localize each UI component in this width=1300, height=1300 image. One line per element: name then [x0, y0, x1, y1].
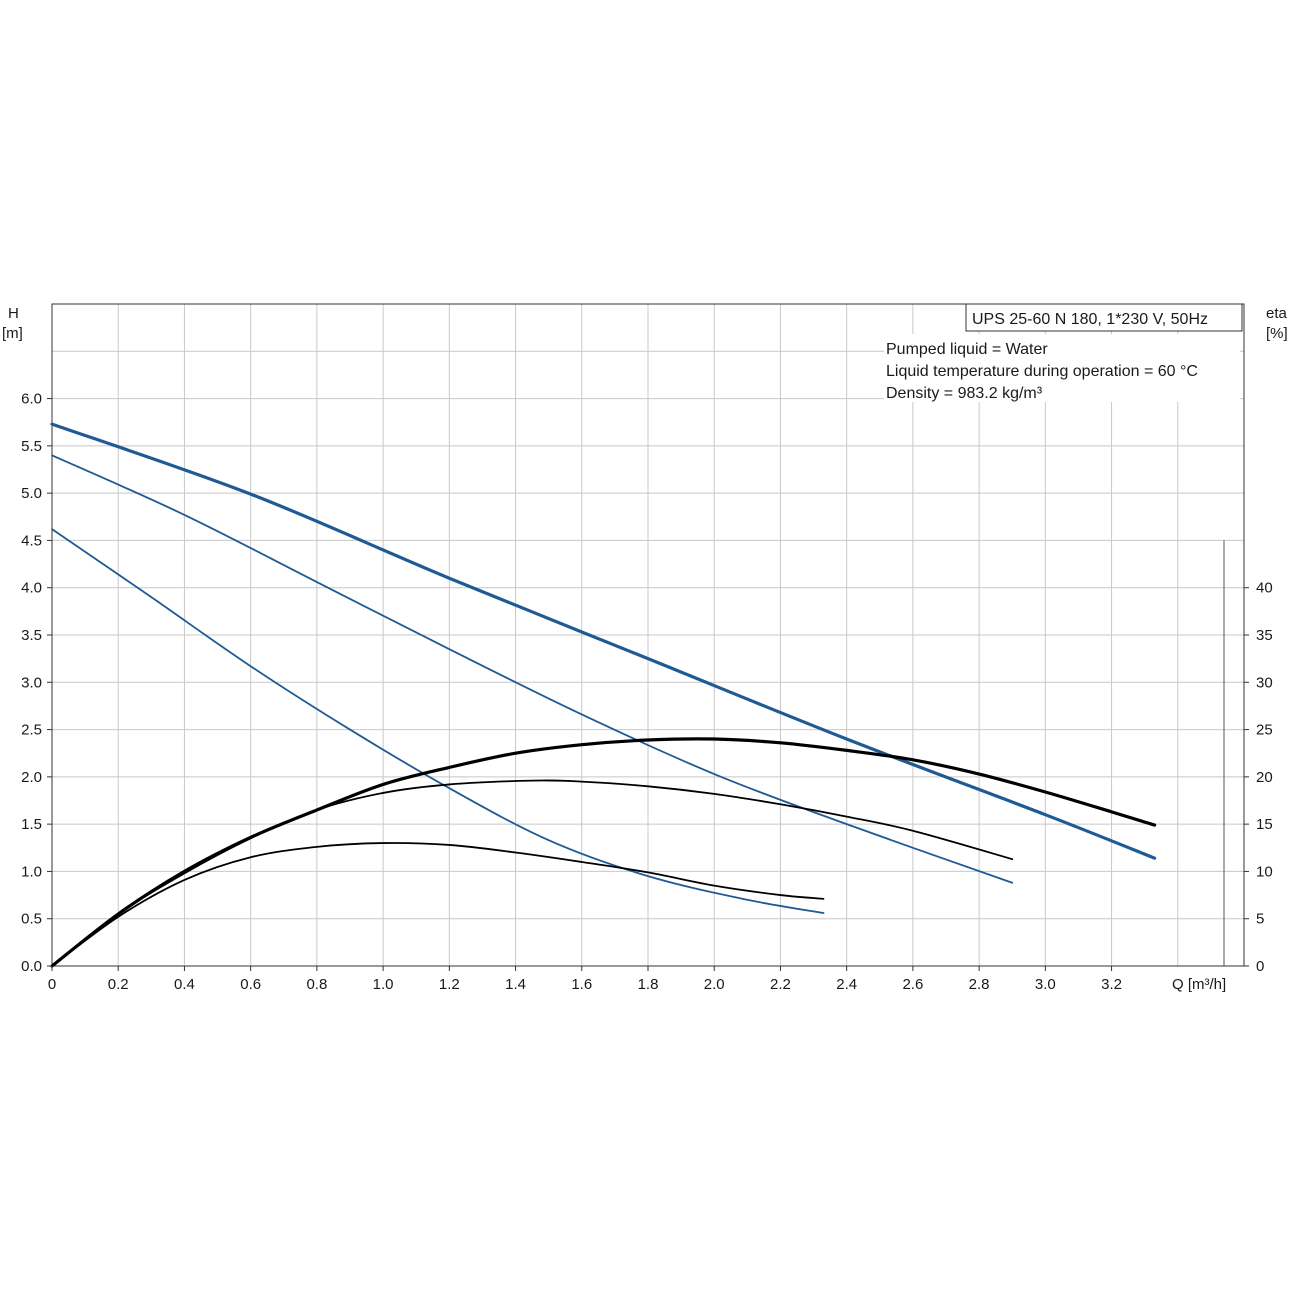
- y-left-tick-label: 5.5: [21, 438, 42, 455]
- tick-labels: 0 0.2 0.4 0.6 0.8 1.0 1.2 1.4 1.6 1.8 2.0 2.2 2.4 2.6…: [21, 391, 1273, 993]
- y-right-axis-title-line1: eta: [1266, 305, 1288, 322]
- x-tick-label: 1.4: [505, 976, 526, 993]
- x-tick-label: 0.4: [174, 976, 195, 993]
- y-left-tick-label: 2.5: [21, 722, 42, 739]
- x-tick-label: 0.6: [240, 976, 261, 993]
- y-left-tick-label: 4.5: [21, 532, 42, 549]
- annotation-density: Density = 983.2 kg/m³: [886, 385, 1043, 402]
- y-left-tick-label: 2.0: [21, 769, 42, 786]
- y-right-tick-label: 15: [1256, 816, 1273, 833]
- y-right-tick-label: 40: [1256, 580, 1273, 597]
- y-left-tick-label: 1.0: [21, 863, 42, 880]
- x-tick-label: 1.0: [373, 976, 394, 993]
- title-box: [965, 303, 1243, 332]
- y-right-tick-label: 0: [1256, 958, 1264, 975]
- y-left-tick-label: 0.5: [21, 911, 42, 928]
- y-left-tick-label: 1.5: [21, 816, 42, 833]
- efficiency-curve-5: [51, 779, 1014, 967]
- y-right-tick-label: 20: [1256, 769, 1273, 786]
- head-curve-1: [50, 422, 1157, 860]
- y-left-tick-label: 4.0: [21, 580, 42, 597]
- y-right-tick-label: 25: [1256, 722, 1273, 739]
- x-axis-title: Q [m³/h]: [1172, 976, 1226, 993]
- x-tick-label: 2.2: [770, 976, 791, 993]
- y-left-axis-title-line1: H: [8, 305, 19, 322]
- y-right-tick-label: 5: [1256, 911, 1264, 928]
- annotation-pumped-liquid: Pumped liquid = Water: [886, 341, 1048, 358]
- x-tick-label: 0.8: [306, 976, 327, 993]
- y-left-tick-label: 3.5: [21, 627, 42, 644]
- x-tick-label: 0: [48, 976, 56, 993]
- y-right-axis-unit: [%]: [1266, 325, 1288, 342]
- y-left-tick-label: 0.0: [21, 958, 42, 975]
- head-curve-3: [51, 528, 825, 914]
- y-left-tick-label: 3.0: [21, 674, 42, 691]
- efficiency-curve-6: [51, 842, 825, 967]
- x-tick-label: 1.2: [439, 976, 460, 993]
- y-left-tick-label: 5.0: [21, 485, 42, 502]
- series-layer: [50, 422, 1157, 968]
- x-tick-label: 0.2: [108, 976, 129, 993]
- y-right-tick-label: 35: [1256, 627, 1273, 644]
- y-right-tick-label: 10: [1256, 863, 1273, 880]
- x-tick-label: 2.8: [969, 976, 990, 993]
- x-tick-label: 1.8: [638, 976, 659, 993]
- x-tick-label: 1.6: [571, 976, 592, 993]
- x-tick-label: 2.4: [836, 976, 857, 993]
- x-tick-label: 3.0: [1035, 976, 1056, 993]
- annotation-liquid-temperature: Liquid temperature during operation = 60…: [886, 363, 1198, 380]
- x-tick-label: 2.6: [902, 976, 923, 993]
- chart-title: UPS 25-60 N 180, 1*230 V, 50Hz: [972, 311, 1208, 328]
- x-tick-label: 3.2: [1101, 976, 1122, 993]
- efficiency-curve-4: [50, 737, 1157, 968]
- x-tick-label: 2.0: [704, 976, 725, 993]
- annotation-box: [884, 334, 1240, 402]
- head-curve-2: [51, 454, 1014, 884]
- y-left-axis-unit: [m]: [2, 325, 23, 342]
- y-left-tick-label: 6.0: [21, 391, 42, 408]
- y-right-tick-label: 30: [1256, 674, 1273, 691]
